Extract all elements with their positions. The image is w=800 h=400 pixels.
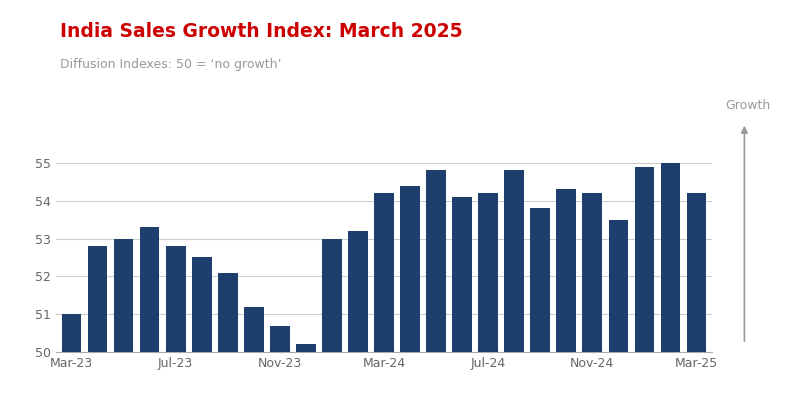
Bar [140, 227, 159, 352]
Bar [114, 238, 134, 352]
Text: Diffusion Indexes: 50 = ‘no growth’: Diffusion Indexes: 50 = ‘no growth’ [60, 58, 282, 71]
Bar [686, 193, 706, 352]
Bar [609, 220, 628, 352]
Bar [530, 208, 550, 352]
Bar [634, 167, 654, 352]
Bar [426, 170, 446, 352]
Bar [400, 186, 420, 352]
Bar [270, 326, 290, 352]
Bar [348, 231, 368, 352]
Bar [582, 193, 602, 352]
Bar [661, 163, 680, 352]
Bar [192, 258, 211, 352]
Bar [557, 189, 576, 352]
Bar [322, 238, 342, 352]
Bar [374, 193, 394, 352]
Bar [166, 246, 186, 352]
Bar [244, 307, 264, 352]
Bar [452, 197, 472, 352]
Bar [88, 246, 107, 352]
Bar [296, 344, 316, 352]
Bar [62, 314, 82, 352]
Bar [218, 272, 238, 352]
Text: India Sales Growth Index: March 2025: India Sales Growth Index: March 2025 [60, 22, 462, 41]
Text: Growth: Growth [726, 99, 770, 112]
Bar [504, 170, 524, 352]
Bar [478, 193, 498, 352]
